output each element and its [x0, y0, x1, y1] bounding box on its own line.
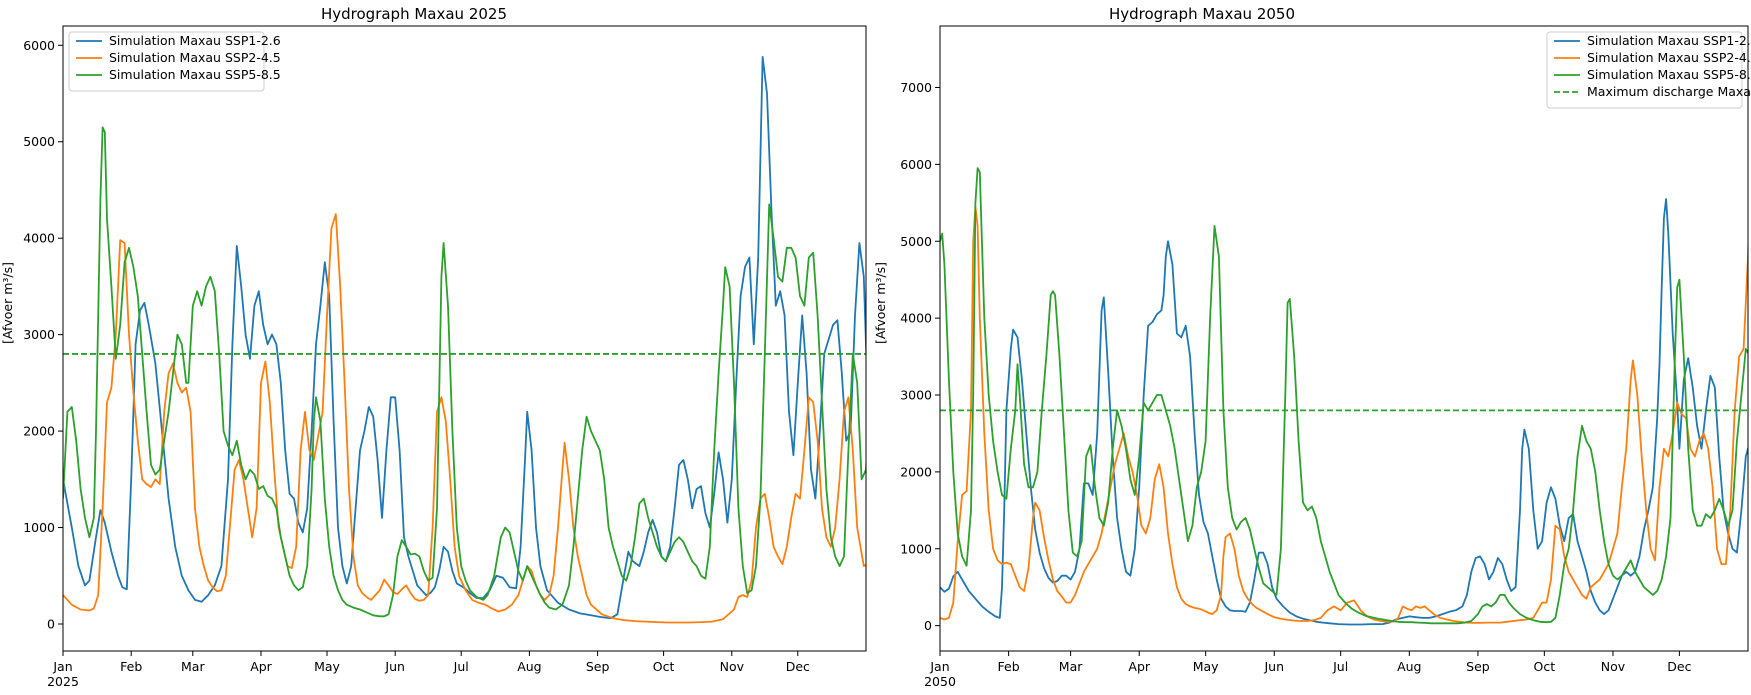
legend-entry: Simulation Maxau SSP5-8.5 [109, 67, 281, 82]
y-tick-label: 2000 [23, 424, 55, 439]
chart-2050: Hydrograph Maxau 2050 [Afvoer m³/s] 0 100… [873, 5, 1751, 689]
series-line-ssp585 [63, 126, 866, 618]
x-tick-label: Feb [120, 659, 142, 674]
series-line-ssp126 [940, 198, 1748, 626]
y-tick-label: 4000 [23, 231, 55, 246]
x-tick-year-label: 2050 [924, 674, 956, 689]
x-tick-label: Aug [517, 659, 541, 674]
x-tick-label: Nov [1601, 659, 1626, 674]
x-tick-label: Nov [720, 659, 745, 674]
x-tick-label: May [314, 659, 340, 674]
y-tick-label: 6000 [900, 157, 932, 172]
y-tick-label: 0 [47, 616, 55, 631]
y-tick-label: 0 [924, 618, 932, 633]
x-tick-label: Apr [250, 659, 272, 674]
x-tick-label: Sep [586, 659, 610, 674]
y-tick-label: 3000 [23, 327, 55, 342]
x-tick-label: Jan [52, 659, 72, 674]
x-tick-label: Oct [653, 659, 675, 674]
x-tick-label: Dec [1667, 659, 1691, 674]
y-tick-label: 7000 [900, 80, 932, 95]
plot-frame [939, 25, 1749, 652]
x-tick-label: Feb [998, 659, 1020, 674]
legend-entry: Maximum discharge Maxau [1587, 84, 1751, 99]
x-tick-label: Mar [1059, 659, 1083, 674]
chart-title: Hydrograph Maxau 2025 [321, 5, 507, 23]
x-tick-label: Sep [1466, 659, 1490, 674]
series-line-ssp585 [940, 167, 1748, 625]
series-line-ssp126 [63, 56, 866, 620]
series-line-ssp245 [940, 205, 1748, 624]
legend-entry: Simulation Maxau SSP1-2.6 [109, 33, 281, 48]
y-tick-label: 1000 [900, 541, 932, 556]
chart-2025: Hydrograph Maxau 2025 [Afvoer m³/s] 0 100… [0, 5, 867, 689]
x-tick-label: Jun [1264, 659, 1285, 674]
plot-area [940, 167, 1748, 626]
x-tick-label: Aug [1397, 659, 1421, 674]
legend-entry: Simulation Maxau SSP2-4.5 [109, 50, 281, 65]
y-tick-label: 6000 [23, 38, 55, 53]
legend-entry: Simulation Maxau SSP2-4.5 [1587, 50, 1751, 65]
x-tick-label: Apr [1128, 659, 1150, 674]
x-tick-label: Oct [1534, 659, 1556, 674]
legend-box [68, 31, 265, 92]
plot-frame [62, 25, 867, 652]
x-tick-label: Dec [786, 659, 810, 674]
y-tick-label: 3000 [900, 388, 932, 403]
plot-area [63, 56, 866, 624]
x-tick-label: Mar [181, 659, 205, 674]
x-tick-label: May [1193, 659, 1219, 674]
x-tick-label: Jul [1332, 659, 1348, 674]
x-tick-label: Jul [453, 659, 469, 674]
legend-entry: Simulation Maxau SSP1-2.6 [1587, 33, 1751, 48]
y-tick-label: 4000 [900, 311, 932, 326]
chart-title: Hydrograph Maxau 2050 [1109, 5, 1295, 23]
legend-entry: Simulation Maxau SSP5-8.5 [1587, 67, 1751, 82]
legend: Simulation Maxau SSP1-2.6 Simulation Maxa… [68, 31, 281, 92]
y-axis-label: [Afvoer m³/s] [0, 262, 15, 344]
y-tick-label: 5000 [23, 134, 55, 149]
y-axis-label: [Afvoer m³/s] [873, 262, 888, 344]
legend: Simulation Maxau SSP1-2.6 Simulation Maxa… [1546, 31, 1751, 109]
legend-box [1546, 31, 1743, 109]
y-tick-label: 5000 [900, 234, 932, 249]
x-tick-label: Jun [384, 659, 405, 674]
y-tick-label: 1000 [23, 520, 55, 535]
x-tick-label: Jan [929, 659, 949, 674]
series-line-ssp245 [63, 213, 866, 624]
y-tick-label: 2000 [900, 464, 932, 479]
x-tick-year-label: 2025 [47, 674, 79, 689]
